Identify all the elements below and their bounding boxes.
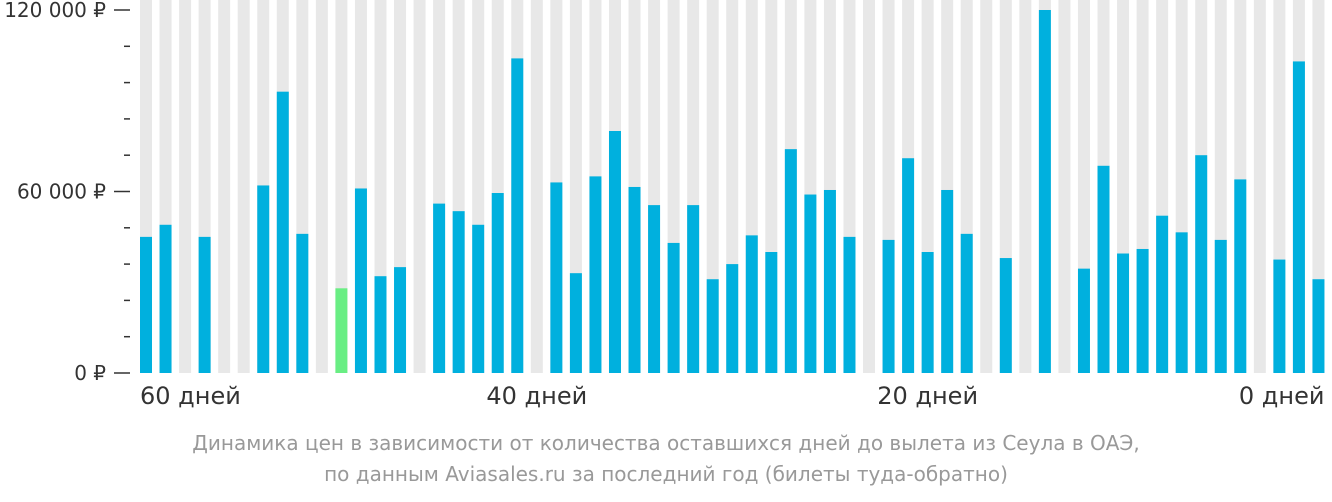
bar[interactable] <box>394 267 407 373</box>
bar[interactable] <box>1292 61 1305 374</box>
background-column <box>218 0 231 373</box>
y-tick-label: 0 ₽ <box>74 361 106 385</box>
bar[interactable] <box>1312 279 1325 373</box>
bar[interactable] <box>1156 215 1169 373</box>
bar[interactable] <box>941 189 954 373</box>
bar[interactable] <box>257 185 270 373</box>
background-column <box>1058 0 1071 373</box>
chart-caption-line-2: по данным Aviasales.ru за последний год … <box>324 462 1008 486</box>
bar[interactable] <box>491 193 504 373</box>
bar[interactable] <box>1273 259 1286 373</box>
bar[interactable] <box>687 205 700 373</box>
bar[interactable] <box>902 158 915 373</box>
bar[interactable] <box>784 149 797 373</box>
x-tick-label: 0 дней <box>1239 382 1325 410</box>
bar[interactable] <box>667 242 680 373</box>
background-column <box>237 0 250 373</box>
bars <box>140 10 1325 374</box>
y-tick-label: 60 000 ₽ <box>17 180 106 204</box>
x-axis: 60 дней 40 дней 20 дней 0 дней <box>140 382 1324 410</box>
bar[interactable] <box>960 233 973 373</box>
bar[interactable] <box>999 258 1012 373</box>
background-column <box>1253 0 1266 373</box>
x-tick-label: 60 дней <box>140 382 241 410</box>
bar[interactable] <box>569 273 582 373</box>
bar[interactable] <box>452 211 465 373</box>
bar[interactable] <box>921 252 934 373</box>
bar[interactable] <box>745 235 758 373</box>
y-tick-label: 120 000 ₽ <box>4 0 106 22</box>
bar[interactable] <box>1214 239 1227 373</box>
bar[interactable] <box>550 182 563 373</box>
bar[interactable] <box>198 236 211 373</box>
bar[interactable] <box>1234 179 1247 373</box>
bar[interactable] <box>433 203 446 373</box>
bar[interactable] <box>140 236 152 373</box>
background-column <box>335 0 348 373</box>
bar[interactable] <box>726 264 739 373</box>
x-tick-label: 40 дней <box>486 382 587 410</box>
bar[interactable] <box>374 276 387 373</box>
x-tick-label: 20 дней <box>877 382 978 410</box>
bar[interactable] <box>589 176 602 373</box>
bar[interactable] <box>511 58 524 374</box>
background-column <box>1019 0 1032 373</box>
background-column <box>179 0 192 373</box>
bar[interactable] <box>706 279 719 373</box>
bar[interactable] <box>1077 268 1090 373</box>
background-column <box>863 0 876 373</box>
bar[interactable] <box>882 239 895 373</box>
bar-highlight[interactable] <box>335 288 348 373</box>
bar[interactable] <box>648 205 661 373</box>
bar[interactable] <box>1175 232 1188 373</box>
background-column <box>980 0 993 373</box>
bar[interactable] <box>276 91 289 374</box>
y-axis: 0 ₽ 60 000 ₽ 120 000 ₽ <box>4 0 130 385</box>
bar[interactable] <box>159 224 172 373</box>
background-column <box>413 0 426 373</box>
bar[interactable] <box>1097 165 1110 373</box>
bar[interactable] <box>765 252 778 373</box>
price-dynamics-chart: 0 ₽ 60 000 ₽ 120 000 ₽ 60 дней 40 дней 20 дн… <box>4 0 1325 410</box>
bar[interactable] <box>1038 10 1051 373</box>
bar[interactable] <box>354 188 367 373</box>
bar[interactable] <box>296 233 309 373</box>
bar[interactable] <box>804 194 817 373</box>
bar[interactable] <box>1195 155 1208 373</box>
background-column <box>315 0 328 373</box>
bar[interactable] <box>1136 248 1149 373</box>
bar[interactable] <box>628 186 641 373</box>
bar[interactable] <box>843 236 856 373</box>
bar[interactable] <box>472 224 485 373</box>
background-column <box>530 0 543 373</box>
bar[interactable] <box>608 131 621 373</box>
bar[interactable] <box>1117 253 1130 373</box>
chart-caption-line-1: Динамика цен в зависимости от количества… <box>192 431 1140 455</box>
bar[interactable] <box>823 189 836 373</box>
